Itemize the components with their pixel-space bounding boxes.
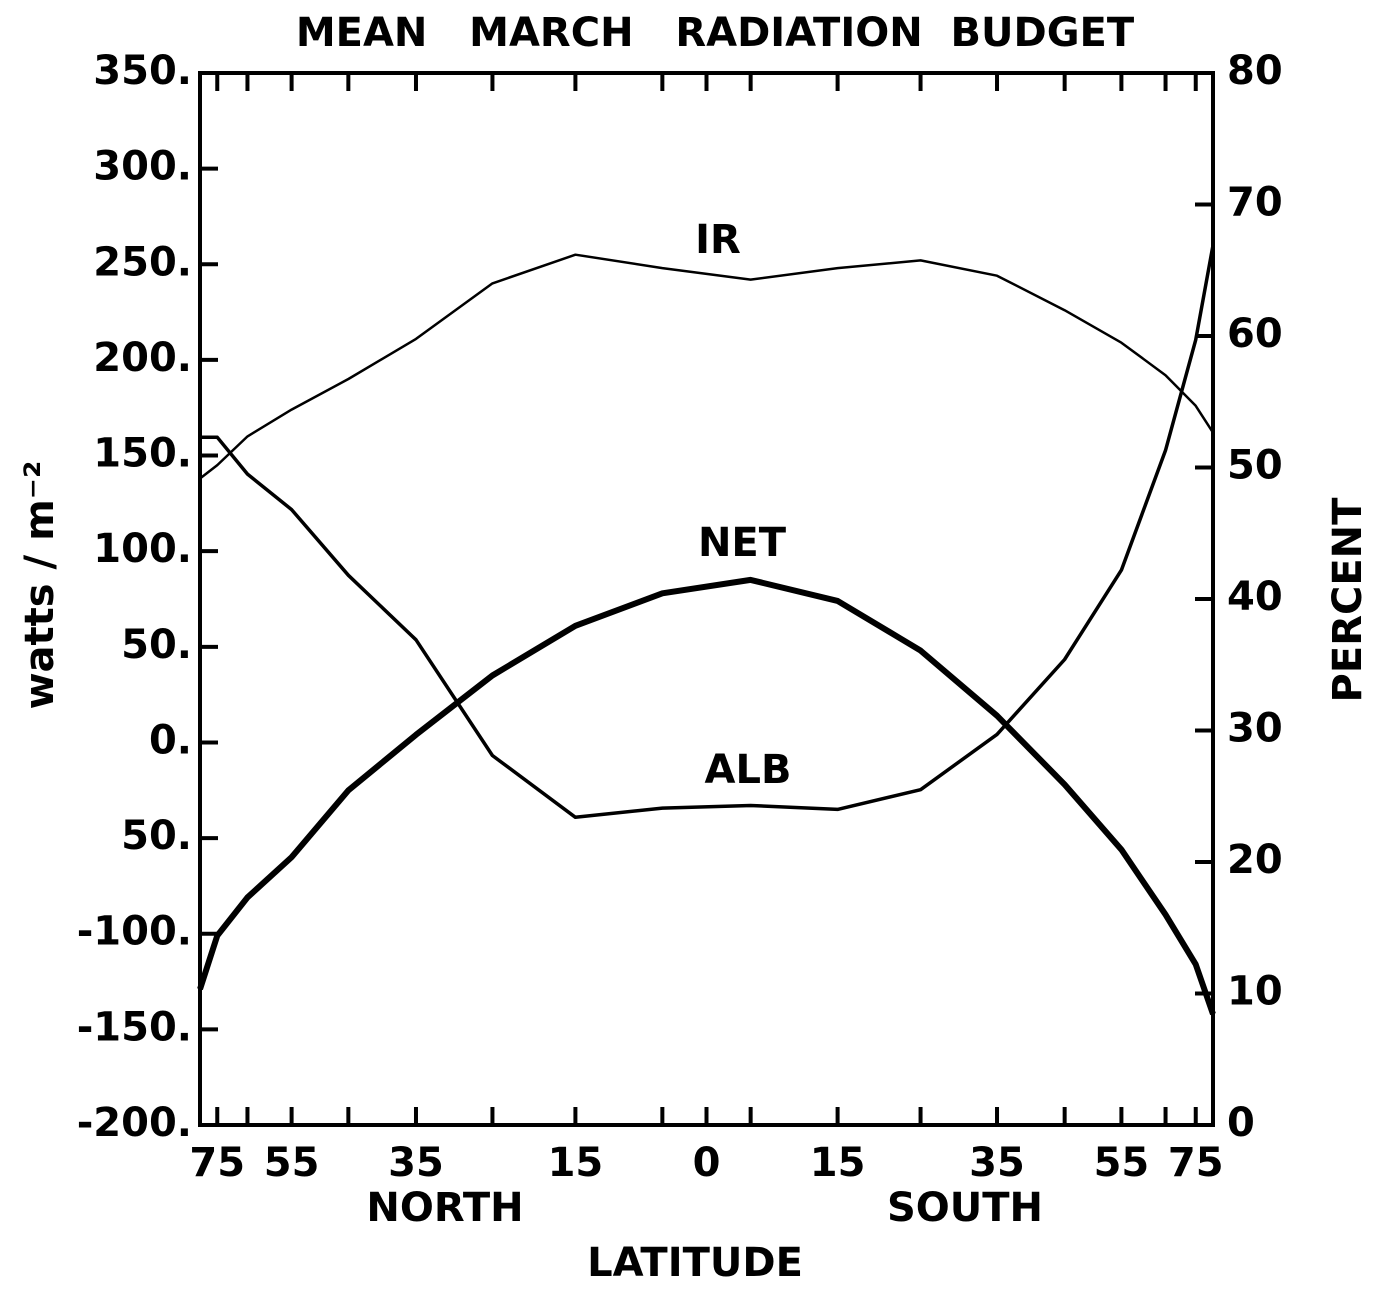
y2-axis-label: PERCENT <box>1325 497 1371 703</box>
y-tick-label: 350. <box>93 48 192 94</box>
curve-annotation: NET <box>698 520 787 566</box>
x-tick-label: 35 <box>388 1140 444 1186</box>
hemisphere-label: SOUTH <box>887 1185 1043 1231</box>
y2-tick-label: 30 <box>1227 706 1283 752</box>
series-line <box>199 253 1215 480</box>
y-tick-label: 300. <box>93 144 192 190</box>
y2-tick-label: 60 <box>1227 311 1283 357</box>
y-tick-label: -150. <box>77 1004 192 1050</box>
x-tick-label: 0 <box>693 1140 721 1186</box>
y-tick-label: 50. <box>121 622 192 668</box>
x-tick-label: 15 <box>548 1140 604 1186</box>
y2-tick-label: 70 <box>1227 180 1283 226</box>
curve-annotation: IR <box>695 217 741 263</box>
y-tick-label: 250. <box>93 239 192 285</box>
y-tick-label: 0. <box>149 717 192 763</box>
y2-tick-label: 0 <box>1227 1100 1255 1146</box>
y2-tick-label: 50 <box>1227 443 1283 489</box>
series-line <box>197 576 1216 1016</box>
y-tick-label: 150. <box>93 431 192 477</box>
y2-tick-label: 10 <box>1227 969 1283 1015</box>
x-axis-label: LATITUDE <box>587 1240 803 1286</box>
y-tick-label: 100. <box>93 526 192 572</box>
y2-tick-label: 20 <box>1227 837 1283 883</box>
y-tick-label: -200. <box>77 1100 192 1146</box>
chart-title: MEAN MARCH RADIATION BUDGET <box>296 10 1135 56</box>
hemisphere-label: NORTH <box>366 1185 523 1231</box>
y2-tick-label: 80 <box>1227 48 1283 94</box>
y-axis-label: watts / m⁻² <box>17 461 63 710</box>
x-tick-label: 55 <box>1094 1140 1150 1186</box>
x-tick-label: 15 <box>810 1140 866 1186</box>
y-tick-label: 50. <box>121 813 192 859</box>
x-tick-label: 35 <box>969 1140 1025 1186</box>
x-tick-label: 55 <box>264 1140 320 1186</box>
curve-annotation: ALB <box>705 747 792 793</box>
x-tick-label: 75 <box>1168 1140 1224 1186</box>
y-tick-label: -100. <box>77 909 192 955</box>
x-tick-label: 75 <box>189 1140 245 1186</box>
series-line <box>200 244 1215 820</box>
y2-tick-label: 40 <box>1227 574 1283 620</box>
y-tick-label: 200. <box>93 335 192 381</box>
